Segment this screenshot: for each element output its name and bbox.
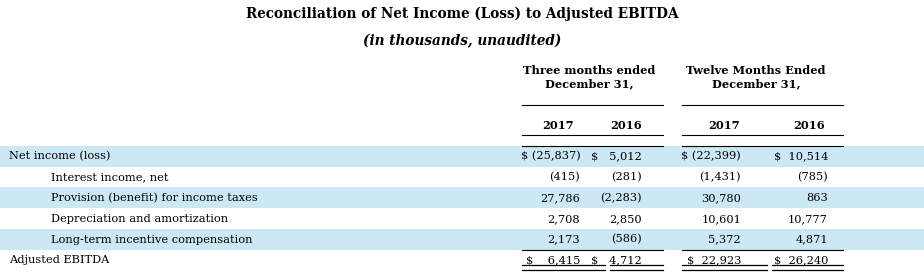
- Text: (281): (281): [612, 172, 642, 182]
- Text: 2,173: 2,173: [548, 235, 580, 244]
- Text: Three months ended
December 31,: Three months ended December 31,: [523, 65, 656, 89]
- Text: Twelve Months Ended
December 31,: Twelve Months Ended December 31,: [687, 65, 825, 89]
- Text: Provision (benefit) for income taxes: Provision (benefit) for income taxes: [51, 193, 258, 203]
- Text: 30,780: 30,780: [701, 193, 741, 203]
- Text: 2,708: 2,708: [548, 214, 580, 224]
- Text: (1,431): (1,431): [699, 172, 741, 182]
- Text: (in thousands, unaudited): (in thousands, unaudited): [363, 34, 561, 48]
- Text: Net income (loss): Net income (loss): [9, 151, 111, 161]
- Bar: [0, 188, 924, 208]
- Text: $  10,514: $ 10,514: [773, 151, 828, 161]
- Text: $ (25,837): $ (25,837): [520, 151, 580, 161]
- Text: Reconciliation of Net Income (Loss) to Adjusted EBITDA: Reconciliation of Net Income (Loss) to A…: [246, 7, 678, 21]
- Text: Long-term incentive compensation: Long-term incentive compensation: [51, 235, 252, 244]
- Text: (785): (785): [797, 172, 828, 182]
- Text: 5,372: 5,372: [709, 235, 741, 244]
- Text: 2017: 2017: [542, 120, 574, 131]
- Text: Interest income, net: Interest income, net: [51, 172, 168, 182]
- Text: 10,601: 10,601: [701, 214, 741, 224]
- Text: (415): (415): [550, 172, 580, 182]
- Text: 863: 863: [806, 193, 828, 203]
- Text: Adjusted EBITDA: Adjusted EBITDA: [9, 255, 110, 265]
- Text: 2016: 2016: [610, 120, 641, 131]
- Text: $  26,240: $ 26,240: [773, 255, 828, 265]
- Text: 4,871: 4,871: [796, 235, 828, 244]
- Text: (586): (586): [612, 234, 642, 245]
- Text: $ (22,399): $ (22,399): [681, 151, 741, 161]
- Bar: [0, 146, 924, 167]
- Bar: [0, 229, 924, 250]
- Text: 2017: 2017: [709, 120, 740, 131]
- Text: 10,777: 10,777: [788, 214, 828, 224]
- Text: $   4,712: $ 4,712: [591, 255, 642, 265]
- Text: $  22,923: $ 22,923: [687, 255, 741, 265]
- Text: Depreciation and amortization: Depreciation and amortization: [51, 214, 228, 224]
- Text: 2016: 2016: [794, 120, 825, 131]
- Text: (2,283): (2,283): [601, 193, 642, 203]
- Text: $   5,012: $ 5,012: [591, 151, 642, 161]
- Text: $    6,415: $ 6,415: [526, 255, 580, 265]
- Text: 2,850: 2,850: [610, 214, 642, 224]
- Text: 27,786: 27,786: [541, 193, 580, 203]
